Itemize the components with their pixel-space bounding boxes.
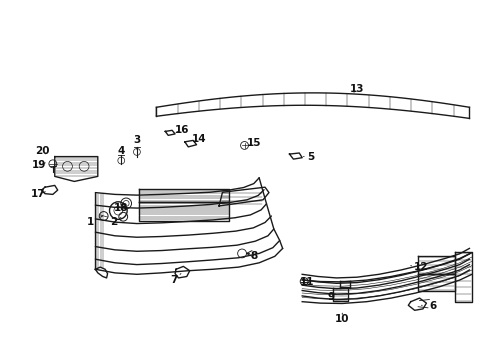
Text: 17: 17 [31,189,45,199]
Text: 7: 7 [169,274,181,285]
Text: 13: 13 [349,84,364,94]
Text: 2: 2 [110,217,121,228]
Text: 16: 16 [174,125,189,135]
Text: 9: 9 [327,292,335,302]
Text: 19: 19 [32,160,46,170]
Text: 12: 12 [410,262,428,272]
Text: 14: 14 [192,134,206,144]
Text: 10: 10 [334,313,349,324]
Text: 8: 8 [246,251,257,261]
Text: 18: 18 [114,203,128,213]
Text: 5: 5 [303,152,313,162]
Text: 15: 15 [246,138,261,148]
Text: 1: 1 [87,216,102,228]
Text: 20: 20 [35,146,49,156]
Text: 11: 11 [299,276,313,287]
Text: 6: 6 [421,301,435,311]
Text: 4: 4 [117,146,125,156]
Text: 3: 3 [133,135,140,149]
